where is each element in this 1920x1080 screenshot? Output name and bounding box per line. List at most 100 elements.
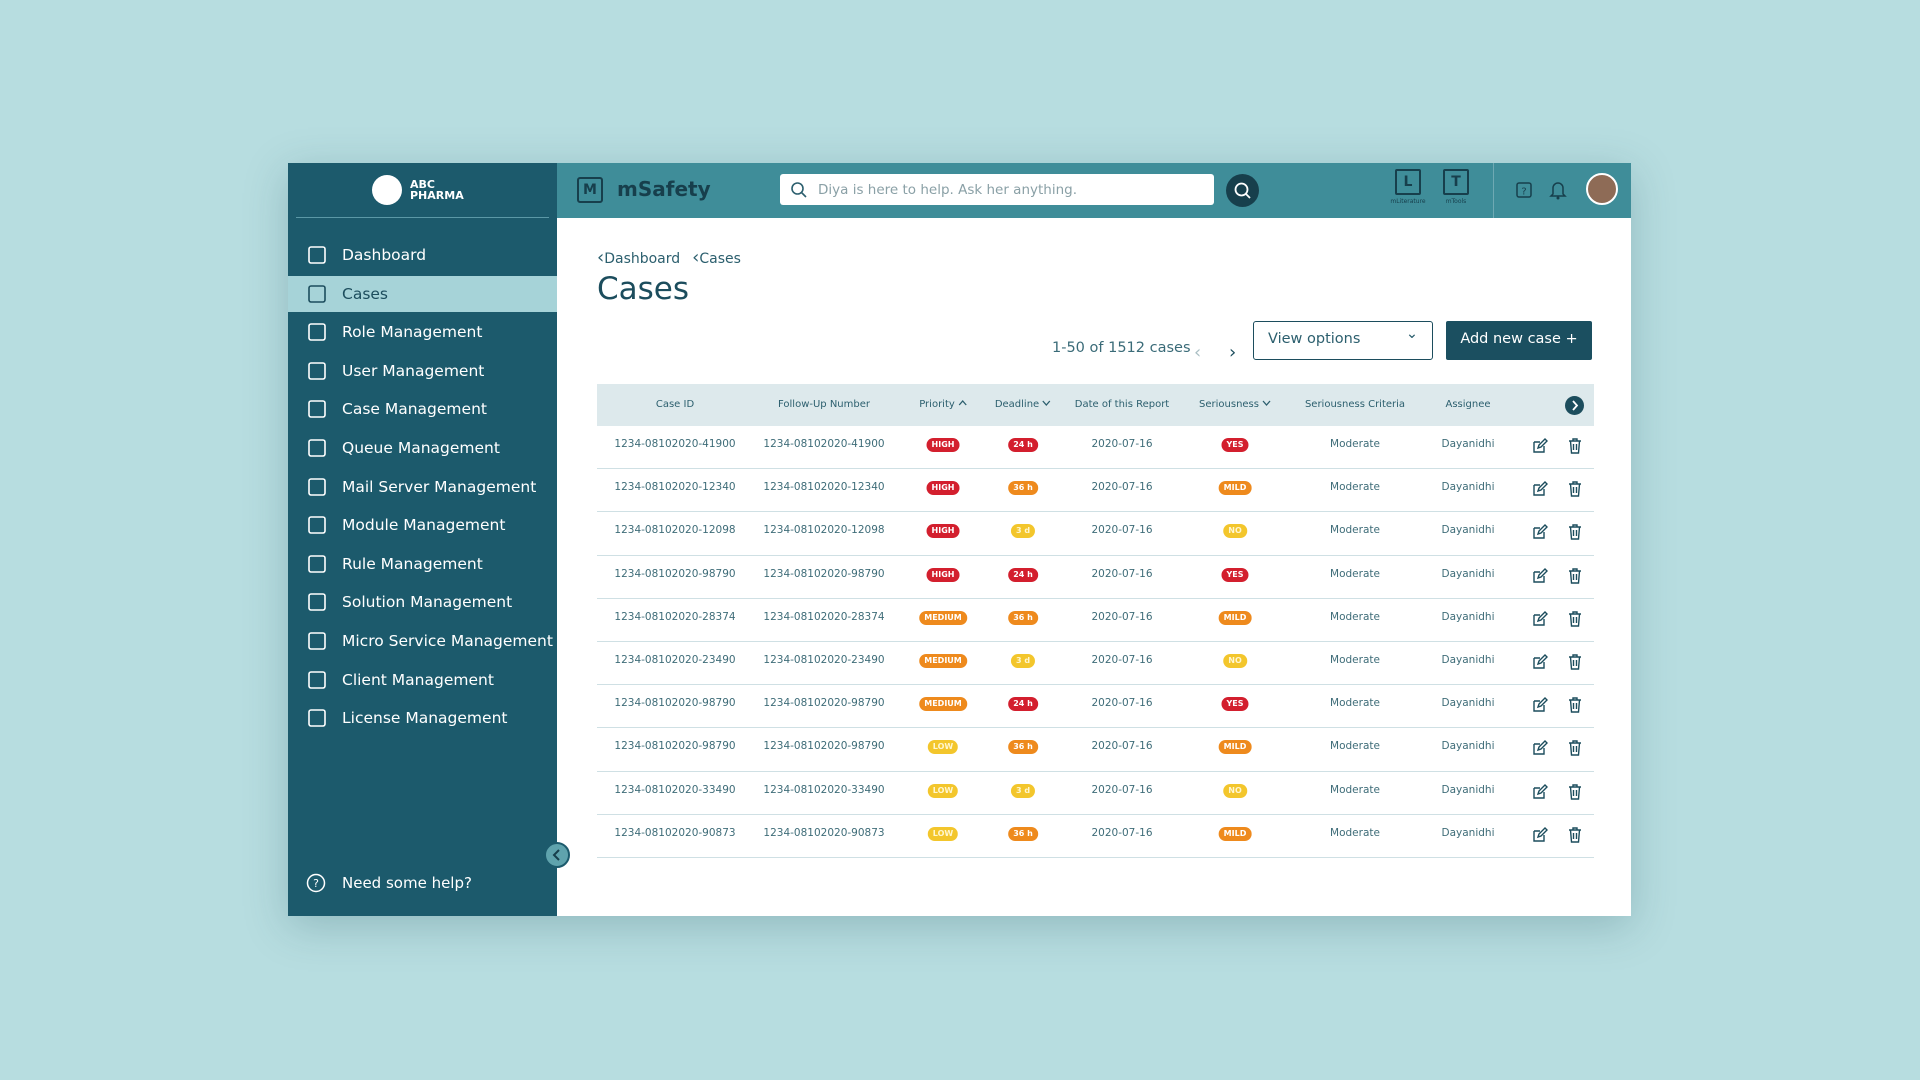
- cell: 1234-08102020-12098: [614, 524, 736, 537]
- edit-button[interactable]: [1532, 740, 1548, 760]
- badge: 24 h: [1008, 438, 1038, 452]
- cell: Dayanidhi: [1441, 654, 1495, 666]
- help-button[interactable]: ?: [1515, 181, 1533, 199]
- page-title: Cases: [597, 271, 690, 307]
- badge: NO: [1223, 783, 1247, 798]
- edit-button[interactable]: [1532, 524, 1548, 544]
- delete-icon: [1569, 438, 1581, 454]
- view-options[interactable]: View options: [1253, 321, 1433, 360]
- app-switch[interactable]: L mLiterature: [1383, 169, 1433, 205]
- nav-label: Solution Management: [342, 593, 513, 612]
- edit-button[interactable]: [1532, 438, 1548, 458]
- cell: 1234-08102020-90873: [614, 826, 736, 839]
- delete-button[interactable]: [1568, 481, 1582, 501]
- badge: HIGH: [926, 481, 960, 496]
- badge: 3 d: [1010, 654, 1036, 668]
- delete-button[interactable]: [1568, 524, 1582, 544]
- delete-button[interactable]: [1568, 827, 1582, 847]
- delete-button[interactable]: [1568, 567, 1582, 588]
- crumb[interactable]: Dashboard: [597, 247, 680, 268]
- edit-button[interactable]: [1532, 610, 1548, 631]
- delete-button[interactable]: [1568, 697, 1582, 717]
- edit-button[interactable]: [1532, 826, 1548, 847]
- badge: LOW: [927, 740, 959, 755]
- cell: Dayanidhi: [1441, 826, 1495, 839]
- nav-item[interactable]: Queue Management: [288, 430, 557, 466]
- delete-button[interactable]: [1568, 438, 1582, 458]
- nav-item[interactable]: License Management: [288, 700, 557, 736]
- brand-text: ABC PHARMA: [410, 179, 464, 201]
- cell: 2020-07-16: [1091, 481, 1153, 494]
- edit-button[interactable]: [1532, 481, 1548, 501]
- delete-icon: [1569, 481, 1581, 497]
- nav-item[interactable]: Rule Management: [288, 546, 557, 582]
- brand-logo: [372, 175, 402, 205]
- help-text: Need some help?: [342, 874, 472, 892]
- next-page[interactable]: ›: [1229, 342, 1237, 363]
- nav-item[interactable]: Case Management: [288, 391, 557, 427]
- sidebar: ABC PHARMA Dashboard Cases Role Management…: [288, 163, 557, 916]
- edit-button[interactable]: [1532, 654, 1548, 674]
- avatar[interactable]: [1586, 173, 1618, 205]
- badge: 36 h: [1008, 826, 1038, 841]
- delete-button[interactable]: [1568, 654, 1582, 674]
- badge: 24 h: [1008, 697, 1038, 712]
- column-header[interactable]: Priority: [919, 384, 967, 426]
- prev-page[interactable]: ‹: [1194, 342, 1202, 363]
- column-label: Assignee: [1445, 399, 1491, 410]
- table-row: 1234-08102020-23490 1234-08102020-23490 ME…: [597, 642, 1594, 686]
- notifications[interactable]: [1549, 180, 1567, 200]
- svg-text:?: ?: [313, 877, 319, 890]
- search-placeholder: Diya is here to help. Ask her anything.: [818, 181, 1078, 198]
- edit-button[interactable]: [1532, 697, 1548, 717]
- nav-item[interactable]: Role Management: [288, 314, 557, 350]
- app-icon: T: [1443, 169, 1469, 195]
- badge: 3 d: [1010, 783, 1036, 798]
- badge: MILD: [1218, 481, 1252, 496]
- badge: MILD: [1218, 610, 1252, 625]
- table-row: 1234-08102020-98790 1234-08102020-98790 ME…: [597, 685, 1594, 729]
- nav-label: User Management: [342, 361, 485, 380]
- edit-icon: [1533, 697, 1548, 712]
- cell: 1234-08102020-98790: [614, 740, 736, 753]
- edit-button[interactable]: [1532, 567, 1548, 588]
- column-header[interactable]: Seriousness: [1199, 384, 1271, 426]
- nav-item[interactable]: Client Management: [288, 662, 557, 698]
- cell: 2020-07-16: [1091, 826, 1153, 839]
- search-box[interactable]: Diya is here to help. Ask her anything.: [780, 174, 1214, 205]
- cell: Dayanidhi: [1441, 697, 1495, 710]
- delete-icon: [1569, 611, 1581, 627]
- badge: 36 h: [1008, 610, 1038, 625]
- badge: YES: [1221, 567, 1249, 582]
- badge: MILD: [1218, 826, 1252, 841]
- nav-item[interactable]: Dashboard: [288, 237, 557, 273]
- crumb[interactable]: Cases: [692, 247, 741, 268]
- cell: 1234-08102020-41900: [614, 438, 736, 450]
- nav-label: Mail Server Management: [342, 477, 537, 496]
- delete-button[interactable]: [1568, 740, 1582, 760]
- delete-button[interactable]: [1568, 783, 1582, 804]
- nav-item[interactable]: Module Management: [288, 507, 557, 543]
- edit-icon: [1533, 567, 1548, 583]
- search-button[interactable]: [1226, 174, 1259, 207]
- column-header[interactable]: Deadline: [995, 384, 1051, 426]
- collapse-button[interactable]: [544, 842, 570, 868]
- nav-item[interactable]: User Management: [288, 353, 557, 389]
- cell: Moderate: [1330, 481, 1380, 494]
- edit-button[interactable]: [1532, 783, 1548, 804]
- nav-item[interactable]: Solution Management: [288, 584, 557, 620]
- delete-button[interactable]: [1568, 611, 1582, 631]
- add-case-button[interactable]: Add new case +: [1446, 321, 1592, 360]
- help-link[interactable]: ? Need some help?: [306, 873, 472, 893]
- top-bar: M mSafety Diya is here to help. Ask her …: [557, 163, 1631, 218]
- nav-item[interactable]: Mail Server Management: [288, 469, 557, 505]
- cell: Dayanidhi: [1441, 524, 1495, 537]
- nav-item[interactable]: Micro Service Management: [288, 623, 557, 659]
- badge: HIGH: [926, 567, 960, 582]
- app-switch[interactable]: T mTools: [1431, 169, 1481, 205]
- scroll-columns[interactable]: [1565, 396, 1584, 415]
- nav-label: Micro Service Management: [342, 632, 553, 650]
- column-label: Date of this Report: [1074, 399, 1170, 410]
- cell: 1234-08102020-98790: [614, 567, 736, 580]
- nav-item[interactable]: Cases: [288, 275, 557, 312]
